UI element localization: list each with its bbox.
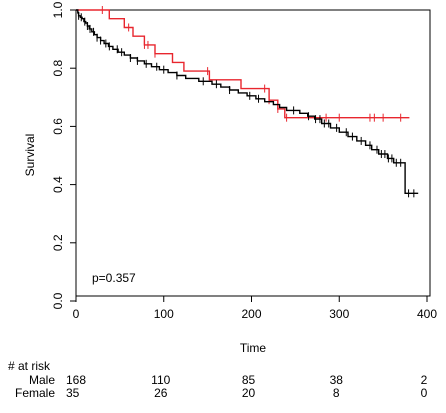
survival-curves: [76, 6, 419, 198]
risk-count-female: 26: [154, 386, 168, 400]
plot-frame: [75, 9, 431, 297]
risk-count-male: 38: [330, 373, 344, 387]
y-tick-label: 0.2: [51, 234, 65, 251]
y-tick-label: 0.6: [51, 118, 65, 135]
risk-count-female: 0: [421, 386, 428, 400]
x-tick-label: 300: [329, 307, 349, 321]
risk-count-male: 85: [242, 373, 256, 387]
x-tick-label: 200: [241, 307, 261, 321]
risk-row-label-male: Male: [29, 373, 55, 387]
y-tick-label: 0.4: [51, 176, 65, 193]
risk-count-female: 20: [242, 386, 256, 400]
survival-curve-male: [76, 9, 419, 194]
y-axis: 0.0 0.2 0.4 0.6 0.8 1.0: [51, 1, 76, 309]
y-tick-label: 0.0: [51, 292, 65, 309]
risk-count-male: 168: [66, 373, 86, 387]
y-tick-label: 1.0: [51, 1, 65, 18]
risk-count-male: 2: [421, 373, 428, 387]
risk-table-header: # at risk: [8, 359, 51, 373]
risk-count-female: 8: [333, 386, 340, 400]
x-axis: 0 100 200 300 400: [73, 296, 437, 321]
risk-row-label-female: Female: [15, 386, 55, 400]
risk-count-female: 35: [66, 386, 80, 400]
x-axis-label: Time: [240, 341, 267, 355]
y-tick-label: 0.8: [51, 60, 65, 77]
x-tick-label: 100: [154, 307, 174, 321]
risk-table: # at risk Male Female 168 110 85 38 2 35 26 20 8…: [8, 359, 428, 400]
survival-curve-female: [76, 9, 410, 119]
y-axis-label: Survival: [23, 134, 37, 177]
p-value-annotation: p=0.357: [92, 271, 136, 285]
x-tick-label: 0: [73, 307, 80, 321]
x-tick-label: 400: [417, 307, 437, 321]
risk-count-male: 110: [151, 373, 170, 387]
